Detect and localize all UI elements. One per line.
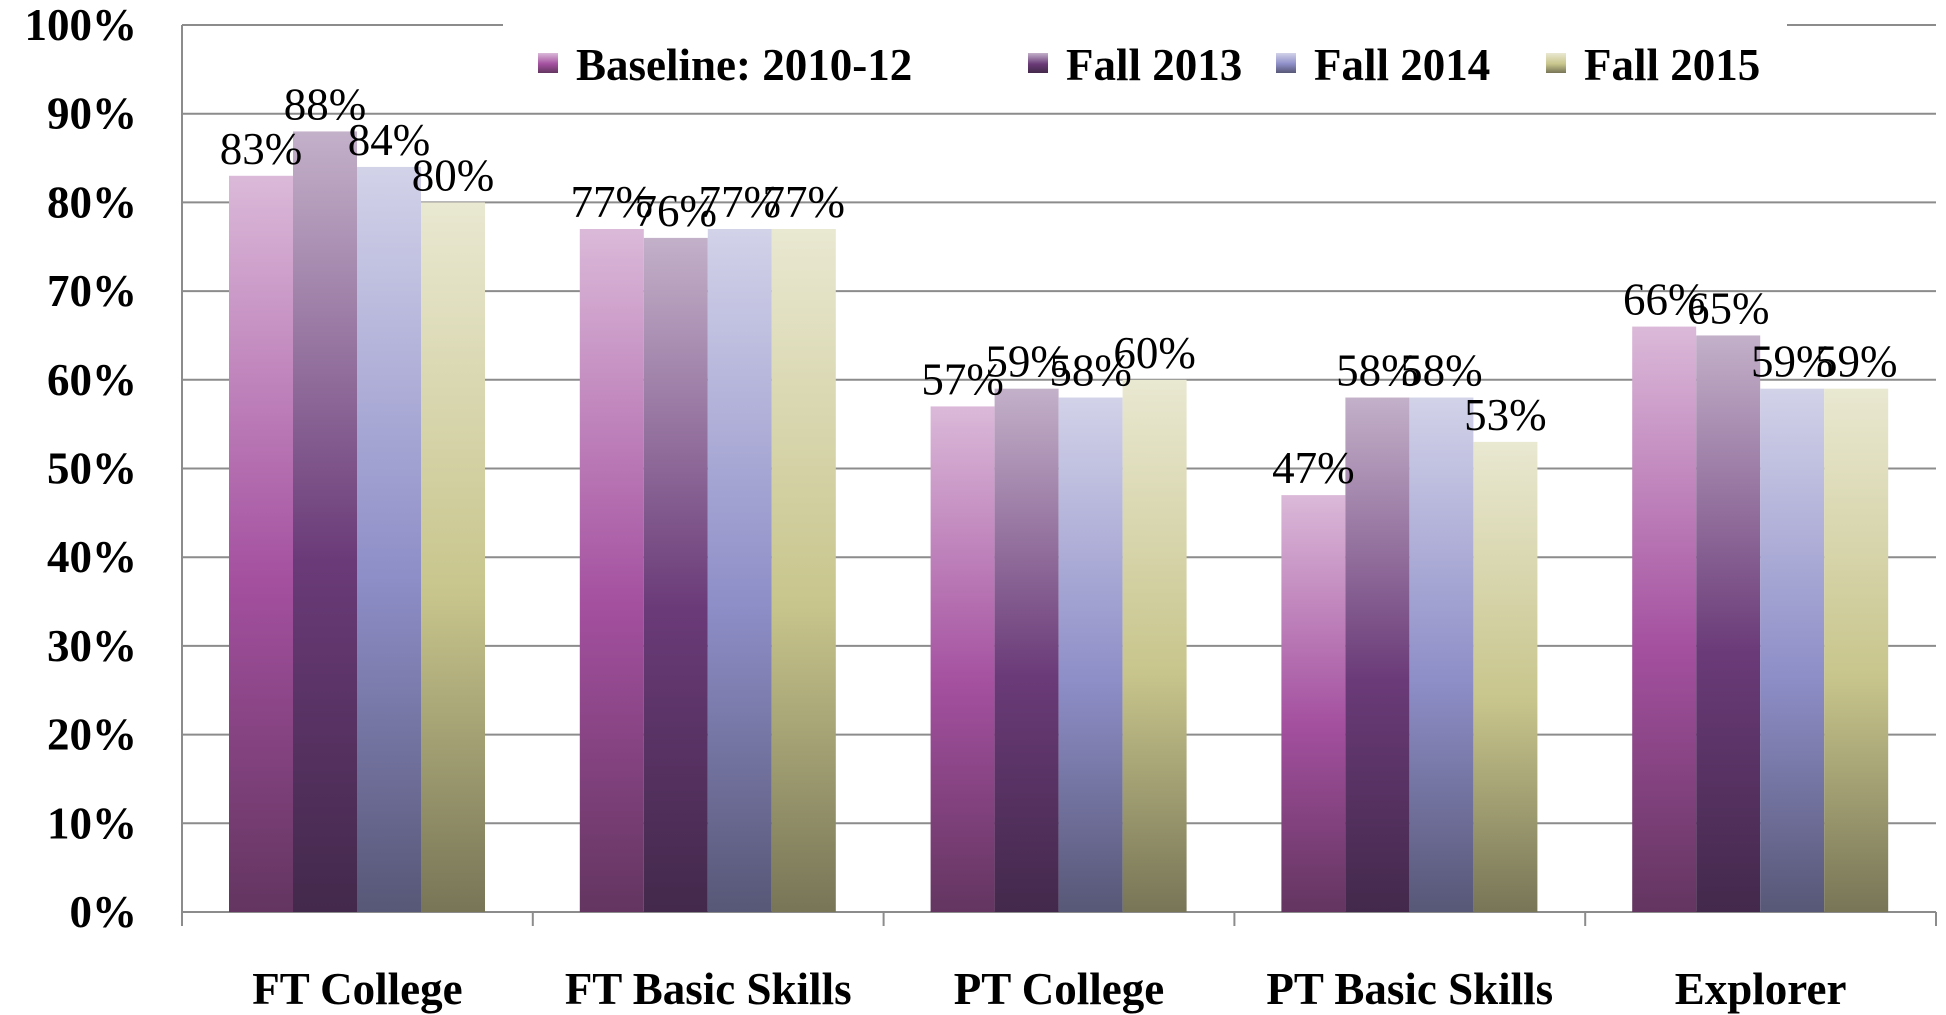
bar [1281,495,1346,912]
legend-swatch [1028,53,1048,73]
y-tick-label: 90% [47,89,137,139]
x-tick-label: PT College [954,964,1164,1014]
legend-label: Fall 2014 [1314,40,1490,90]
legend-swatch [538,53,558,73]
bar [1760,388,1825,912]
data-label: 77% [763,177,846,227]
bar [421,202,485,912]
data-label: 83% [220,124,303,174]
legend-label: Baseline: 2010-12 [576,40,912,90]
data-label: 60% [1113,328,1196,378]
legend-swatch [1276,53,1296,73]
data-label: 76% [635,186,718,236]
data-label: 57% [921,354,1004,404]
data-label: 58% [1400,346,1483,396]
legend-label: Fall 2013 [1066,40,1242,90]
legend-label: Fall 2015 [1584,40,1760,90]
bar [1632,326,1697,913]
bar [994,388,1059,912]
y-tick-label: 0% [70,887,138,937]
x-tick-label: PT Basic Skills [1266,964,1553,1014]
y-tick-label: 100% [25,0,138,50]
bar [707,229,772,912]
y-tick-label: 60% [47,355,137,405]
bar [771,229,836,912]
bar [293,131,357,912]
bar [229,175,293,913]
data-label: 59% [1815,337,1898,387]
data-label: 80% [412,150,495,200]
y-tick-label: 20% [47,710,137,760]
data-label: 88% [284,79,367,129]
bar [643,237,708,912]
data-label: 59% [1751,337,1834,387]
bar [579,229,644,912]
bar [1696,335,1761,912]
y-tick-label: 50% [47,444,137,494]
data-label: 84% [348,115,431,165]
data-label: 58% [1049,346,1132,396]
data-label: 77% [571,177,654,227]
data-label: 77% [699,177,782,227]
legend-background [503,20,1787,100]
y-tick-label: 10% [47,798,137,848]
legend: Baseline: 2010-12 Fall 2013 Fall 2014 Fall … [503,20,1787,100]
x-tick-label: FT Basic Skills [565,964,852,1014]
y-tick-label: 70% [47,266,137,316]
y-tick-label: 30% [47,621,137,671]
bar [1409,397,1474,912]
data-label: 59% [985,337,1068,387]
x-tick-label: FT College [252,964,462,1014]
data-label: 66% [1623,275,1706,325]
data-label: 47% [1272,443,1355,493]
bar [1345,397,1410,912]
bar [1058,397,1123,912]
legend-swatch [1546,53,1566,73]
bar [1122,379,1187,912]
bar [1824,388,1889,912]
y-tick-label: 40% [47,532,137,582]
y-tick-label: 80% [47,177,137,227]
x-tick-label: Explorer [1675,964,1847,1014]
data-label: 65% [1687,283,1770,333]
bar [357,166,421,913]
bar [930,406,995,912]
data-label: 53% [1464,390,1547,440]
data-label: 58% [1336,346,1419,396]
bar [1473,441,1538,912]
